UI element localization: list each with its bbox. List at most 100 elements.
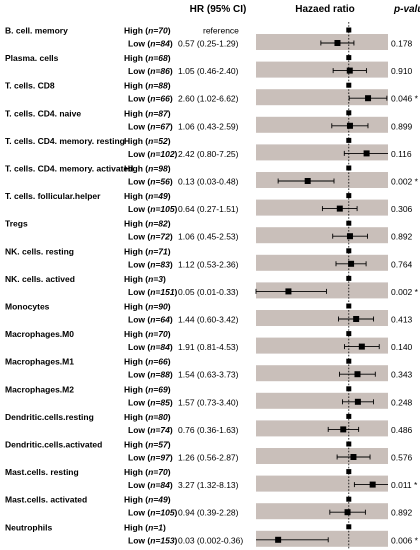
high-group-label: High (n=1)	[124, 522, 166, 532]
p-value: 0.116	[391, 149, 412, 159]
high-group-label: High (n=49)	[124, 191, 171, 201]
cell-type-label: T. cells. CD4. memory. activated	[5, 164, 133, 174]
hr-point	[369, 481, 376, 488]
hr-ci-value: 1.54 (0.63-3.73)	[178, 370, 239, 380]
hr-ci-value: 2.42 (0.80-7.25)	[178, 149, 239, 159]
hr-ci-value: 1.26 (0.56-2.87)	[178, 453, 239, 463]
p-value: 0.002 *	[391, 287, 419, 297]
reference-point	[346, 524, 352, 530]
low-group-label: Low (n=105)	[128, 508, 178, 518]
hr-ci-header: HR (95% CI)	[190, 4, 247, 15]
high-group-label: High (n=70)	[124, 26, 171, 36]
high-group-label: High (n=66)	[124, 357, 171, 367]
hr-ci-value: 0.13 (0.03-0.48)	[178, 177, 239, 187]
hr-ci-value: 0.64 (0.27-1.51)	[178, 204, 239, 214]
cell-type-label: B. cell. memory	[5, 26, 68, 36]
p-value: 0.002 *	[391, 177, 419, 187]
reference-label: reference	[203, 26, 239, 36]
row-band	[256, 420, 388, 437]
row-band	[256, 254, 388, 271]
cell-type-label: Monocytes	[5, 302, 50, 312]
reference-point	[346, 496, 352, 502]
cell-type-label: Tregs	[5, 219, 28, 229]
hr-point	[346, 122, 353, 129]
hr-ci-value: 1.57 (0.73-3.40)	[178, 397, 239, 407]
high-group-label: High (n=88)	[124, 81, 171, 91]
reference-point	[346, 303, 352, 309]
reference-point	[346, 137, 352, 143]
hr-ci-value: 0.05 (0.01-0.33)	[178, 287, 239, 297]
high-group-label: High (n=71)	[124, 246, 171, 256]
hr-point	[350, 454, 357, 460]
cell-type-label: Mast.cells. resting	[5, 467, 79, 477]
p-value: 0.140	[391, 342, 413, 352]
high-group-label: High (n=70)	[124, 329, 171, 339]
high-group-label: High (n=98)	[124, 164, 171, 174]
hr-ci-value: 1.12 (0.53-2.36)	[178, 259, 239, 269]
forest-row: Dendritic.cells.activated High (n=57) Low …	[5, 440, 413, 463]
hr-ci-value: 1.06 (0.43-2.59)	[178, 121, 239, 131]
cell-type-label: Macrophages.M0	[5, 329, 74, 339]
row-band	[256, 144, 388, 161]
hr-ci-value: 0.57 (0.25-1.29)	[178, 39, 239, 49]
high-group-label: High (n=82)	[124, 219, 171, 229]
cell-type-label: Dendritic.cells.activated	[5, 440, 102, 450]
low-group-label: Low (n=97)	[128, 453, 173, 463]
high-group-label: High (n=69)	[124, 384, 171, 394]
high-group-label: High (n=87)	[124, 108, 171, 118]
forest-row: Tregs High (n=82) Low (n=72) 1.06 (0.45-2.5…	[5, 219, 413, 242]
p-value: 0.011 *	[391, 480, 418, 490]
row-band	[256, 227, 388, 244]
high-group-label: High (n=52)	[124, 136, 171, 146]
reference-point	[346, 441, 352, 447]
p-value: 0.892	[391, 232, 413, 242]
row-band	[256, 337, 388, 354]
reference-point	[346, 27, 352, 33]
low-group-label: Low (n=84)	[128, 342, 173, 352]
row-band	[256, 448, 388, 464]
hr-ci-value: 2.60 (1.02-6.62)	[178, 94, 239, 104]
hr-ci-value: 1.06 (0.45-2.53)	[178, 232, 239, 242]
p-value: 0.248	[391, 397, 413, 407]
cell-type-label: Mast.cells. activated	[5, 495, 87, 505]
reference-point	[346, 110, 352, 116]
hr-point	[340, 426, 347, 433]
cell-type-label: NK. cells. resting	[5, 246, 74, 256]
low-group-label: Low (n=88)	[128, 370, 173, 380]
row-band	[256, 475, 388, 492]
hr-ci-value: 3.27 (1.32-8.13)	[178, 480, 239, 490]
hr-point	[365, 95, 372, 102]
high-group-label: High (n=90)	[124, 302, 171, 312]
row-band	[256, 116, 388, 133]
low-group-label: Low (n=83)	[128, 259, 173, 269]
p-value: 0.910	[391, 66, 413, 76]
row-band	[256, 61, 388, 78]
plot-header: Hazaed ratio	[295, 4, 354, 15]
low-group-label: Low (n=84)	[128, 39, 173, 49]
forest-row: NK. cells. resting High (n=71) Low (n=83) 1…	[5, 246, 413, 269]
hr-point	[334, 40, 341, 46]
p-value: 0.486	[391, 425, 413, 435]
low-group-label: Low (n=153)	[128, 535, 178, 545]
column-headers: HR (95% CI) Hazaed ratio p-value	[190, 4, 420, 15]
row-band	[256, 310, 388, 326]
hr-point	[275, 536, 282, 543]
hr-ci-value: 1.44 (0.60-3.42)	[178, 315, 239, 325]
hr-point	[363, 150, 370, 157]
forest-row: B. cell. memory High (n=70) Low (n=84) refe…	[5, 26, 413, 49]
reference-point	[346, 193, 352, 199]
reference-point	[346, 358, 352, 364]
cell-type-label: Dendritic.cells.resting	[5, 412, 94, 422]
hr-point	[285, 288, 292, 295]
p-value: 0.306	[391, 204, 413, 214]
reference-point	[346, 82, 352, 88]
forest-row: Macrophages.M2 High (n=69) Low (n=85) 1.57 …	[5, 384, 413, 407]
reference-point	[346, 469, 352, 475]
cell-type-label: NK. cells. actived	[5, 274, 75, 284]
forest-row: T. cells. follicular.helper High (n=49) Lo…	[5, 191, 413, 214]
cell-type-label: T. cells. follicular.helper	[5, 191, 101, 201]
reference-point	[346, 165, 352, 171]
high-group-label: High (n=70)	[124, 467, 171, 477]
